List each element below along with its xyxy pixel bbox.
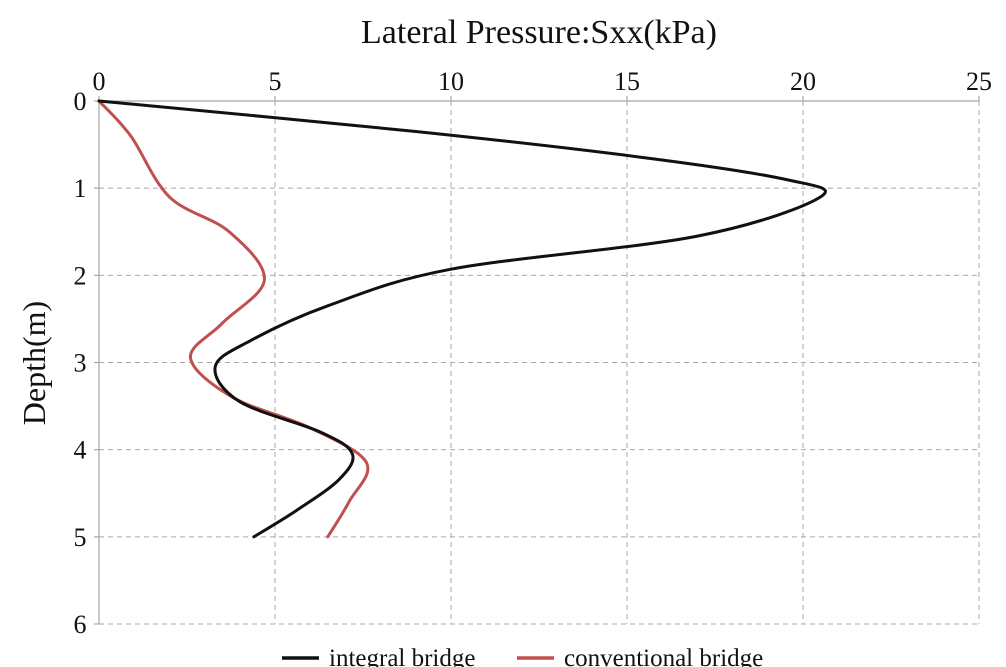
series-lines [97, 99, 827, 539]
legend: integral bridge conventional bridge [282, 645, 763, 667]
x-tick-label: 10 [438, 67, 464, 96]
y-axis-label: Depth(m) [16, 301, 52, 425]
y-tick-label: 0 [74, 87, 87, 116]
y-tick-label: 1 [74, 174, 87, 203]
legend-label-conventional-bridge: conventional bridge [564, 645, 763, 667]
series-line-integral-bridge [97, 99, 827, 539]
x-tick-label: 0 [93, 67, 106, 96]
x-tick-label: 15 [614, 67, 640, 96]
y-tick-label: 6 [74, 610, 87, 639]
x-tick-label: 20 [790, 67, 816, 96]
series-line-conventional-bridge [97, 99, 370, 539]
y-tick-label: 2 [74, 261, 87, 290]
y-tick-label: 4 [74, 436, 87, 465]
y-tick-label: 3 [74, 349, 87, 378]
axes [94, 96, 980, 625]
grid-lines [99, 101, 980, 625]
x-tick-labels: 0 5 10 15 20 25 [93, 67, 993, 96]
x-tick-label: 25 [966, 67, 992, 96]
y-tick-labels: 0 1 2 3 4 5 6 [74, 87, 87, 639]
chart-title: Lateral Pressure:Sxx(kPa) [361, 14, 717, 51]
y-tick-label: 5 [74, 523, 87, 552]
legend-label-integral-bridge: integral bridge [329, 645, 475, 667]
x-tick-label: 5 [269, 67, 282, 96]
